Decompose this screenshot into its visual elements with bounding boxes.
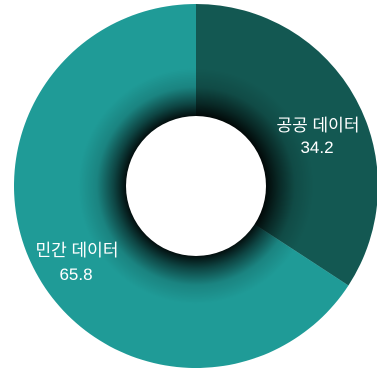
slice-label-private: 민간 데이터 65.8 [36,241,119,284]
slice-value-label: 34.2 [300,138,333,157]
donut-center-hole [126,116,266,256]
slice-name-label: 공공 데이터 [277,116,360,135]
slice-label-public: 공공 데이터 34.2 [277,116,360,157]
slice-value-label: 65.8 [59,265,92,284]
slice-name-label: 민간 데이터 [36,241,119,260]
